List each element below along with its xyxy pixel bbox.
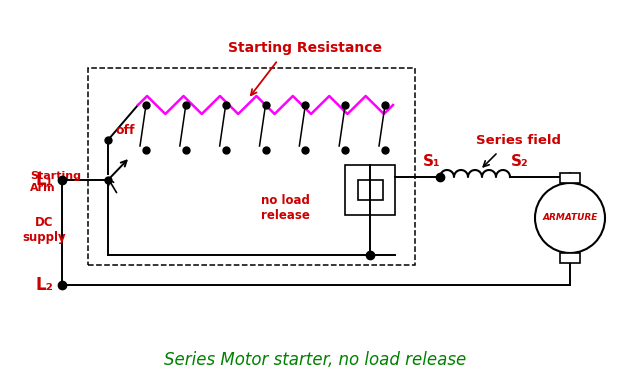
Text: no load
release: no load release [261, 194, 309, 222]
Text: Series field: Series field [476, 133, 561, 147]
Circle shape [535, 183, 605, 253]
Bar [345, 165, 395, 215]
Bar [560, 173, 580, 183]
Text: DC
supply: DC supply [22, 216, 66, 244]
Bar [560, 253, 580, 263]
Text: ARMATURE: ARMATURE [542, 214, 598, 223]
Text: S₂: S₂ [511, 155, 529, 169]
Text: L₂: L₂ [35, 276, 53, 294]
Bar [357, 180, 382, 200]
Bar [88, 68, 415, 265]
Text: L₁: L₁ [35, 171, 53, 189]
Text: S₁: S₁ [423, 155, 441, 169]
Text: Starting Resistance: Starting Resistance [228, 41, 382, 55]
Text: off: off [116, 124, 135, 136]
Text: Starting
Arm: Starting Arm [30, 171, 81, 193]
Text: Series Motor starter, no load release: Series Motor starter, no load release [164, 351, 466, 369]
